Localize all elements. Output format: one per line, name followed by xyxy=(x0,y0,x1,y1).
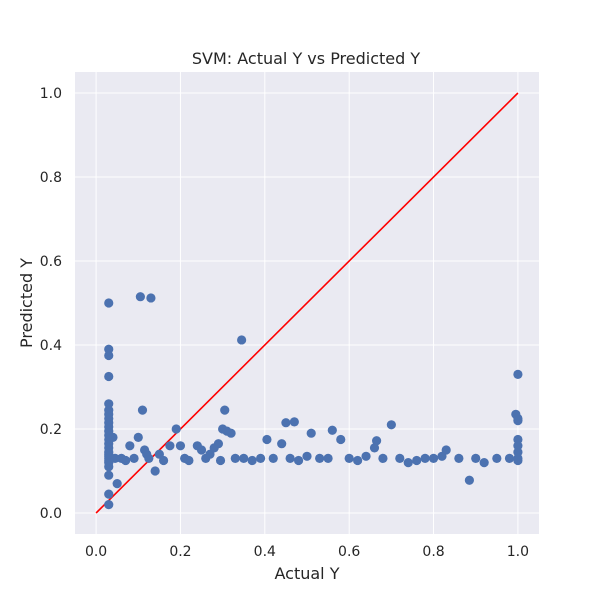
data-point xyxy=(104,500,114,510)
data-point xyxy=(513,369,523,379)
data-point xyxy=(256,453,266,463)
data-point xyxy=(513,441,523,451)
x-tick-label: 0.6 xyxy=(338,544,360,560)
data-point xyxy=(104,298,114,308)
data-point xyxy=(513,434,523,445)
data-point xyxy=(277,439,287,449)
data-point xyxy=(175,441,186,451)
data-point xyxy=(112,479,122,489)
data-point xyxy=(361,451,371,461)
data-point xyxy=(344,453,354,463)
data-point xyxy=(353,455,363,466)
data-point xyxy=(104,371,114,382)
data-point xyxy=(378,453,388,463)
data-point xyxy=(158,455,169,466)
x-tick-label: 0.4 xyxy=(254,544,276,560)
x-tick-label: 0.0 xyxy=(85,544,107,560)
data-point xyxy=(513,455,523,466)
data-point xyxy=(479,458,489,468)
data-point xyxy=(110,453,120,463)
data-point xyxy=(247,455,257,466)
x-tick-label: 1.0 xyxy=(507,544,529,560)
data-point xyxy=(420,453,430,463)
data-point xyxy=(104,470,114,480)
x-tick-labels: 0.0 0.2 0.4 0.6 0.8 1.0 xyxy=(85,544,529,560)
data-point xyxy=(268,453,278,463)
data-point xyxy=(336,434,346,445)
data-point xyxy=(215,455,226,466)
data-point xyxy=(372,436,382,446)
y-tick-label: 0.2 xyxy=(40,422,62,438)
data-point xyxy=(184,455,194,466)
data-point xyxy=(104,344,114,354)
y-tick-labels: 0.0 0.2 0.4 0.6 0.8 1.0 xyxy=(40,86,62,522)
data-point xyxy=(104,350,114,361)
data-point xyxy=(386,420,396,430)
data-point xyxy=(135,292,145,302)
data-point xyxy=(504,453,515,463)
data-point xyxy=(133,432,143,442)
grid xyxy=(75,72,539,534)
data-point xyxy=(104,399,114,409)
x-axis-label: Actual Y xyxy=(275,564,340,583)
y-tick-label: 0.8 xyxy=(40,170,62,186)
data-point xyxy=(150,466,160,476)
data-point xyxy=(237,335,247,345)
y-tick-label: 0.6 xyxy=(40,254,62,270)
data-point xyxy=(281,418,291,428)
data-point xyxy=(171,424,181,434)
data-point xyxy=(403,458,413,468)
data-point xyxy=(471,453,481,463)
data-point xyxy=(104,462,114,472)
y-axis-label: Predicted Y xyxy=(17,258,36,348)
data-point xyxy=(306,428,316,438)
data-point xyxy=(104,489,114,499)
data-point xyxy=(220,405,230,415)
data-point xyxy=(289,417,299,427)
data-point xyxy=(441,445,451,455)
data-point xyxy=(121,455,131,466)
data-point xyxy=(285,453,295,463)
data-point xyxy=(315,453,325,463)
data-point xyxy=(412,455,422,466)
data-point xyxy=(137,405,148,415)
data-point xyxy=(454,453,464,463)
data-point xyxy=(395,453,405,463)
data-point xyxy=(213,439,224,449)
x-tick-label: 0.2 xyxy=(169,544,191,560)
y-tick-label: 0.0 xyxy=(40,506,62,522)
data-point xyxy=(293,455,304,466)
data-point xyxy=(196,445,207,455)
data-point xyxy=(226,428,236,438)
data-point xyxy=(513,447,523,457)
data-point xyxy=(262,434,272,445)
y-tick-label: 1.0 xyxy=(40,86,62,102)
data-point xyxy=(492,453,502,463)
data-point xyxy=(125,441,135,451)
data-point xyxy=(464,475,474,485)
data-point xyxy=(323,453,333,463)
data-point xyxy=(327,425,337,435)
x-tick-label: 0.8 xyxy=(422,544,444,560)
chart-title: SVM: Actual Y vs Predicted Y xyxy=(192,49,421,68)
data-point xyxy=(129,453,139,463)
data-point xyxy=(230,453,240,463)
data-point xyxy=(165,441,175,451)
data-point xyxy=(513,413,523,424)
data-point xyxy=(428,453,439,463)
data-point xyxy=(302,451,312,461)
data-point xyxy=(239,453,249,463)
data-point xyxy=(108,432,118,442)
scatter-points xyxy=(104,292,523,510)
data-point xyxy=(369,443,380,453)
data-point xyxy=(144,453,154,463)
y-tick-label: 0.4 xyxy=(40,338,62,354)
data-point xyxy=(146,293,156,303)
